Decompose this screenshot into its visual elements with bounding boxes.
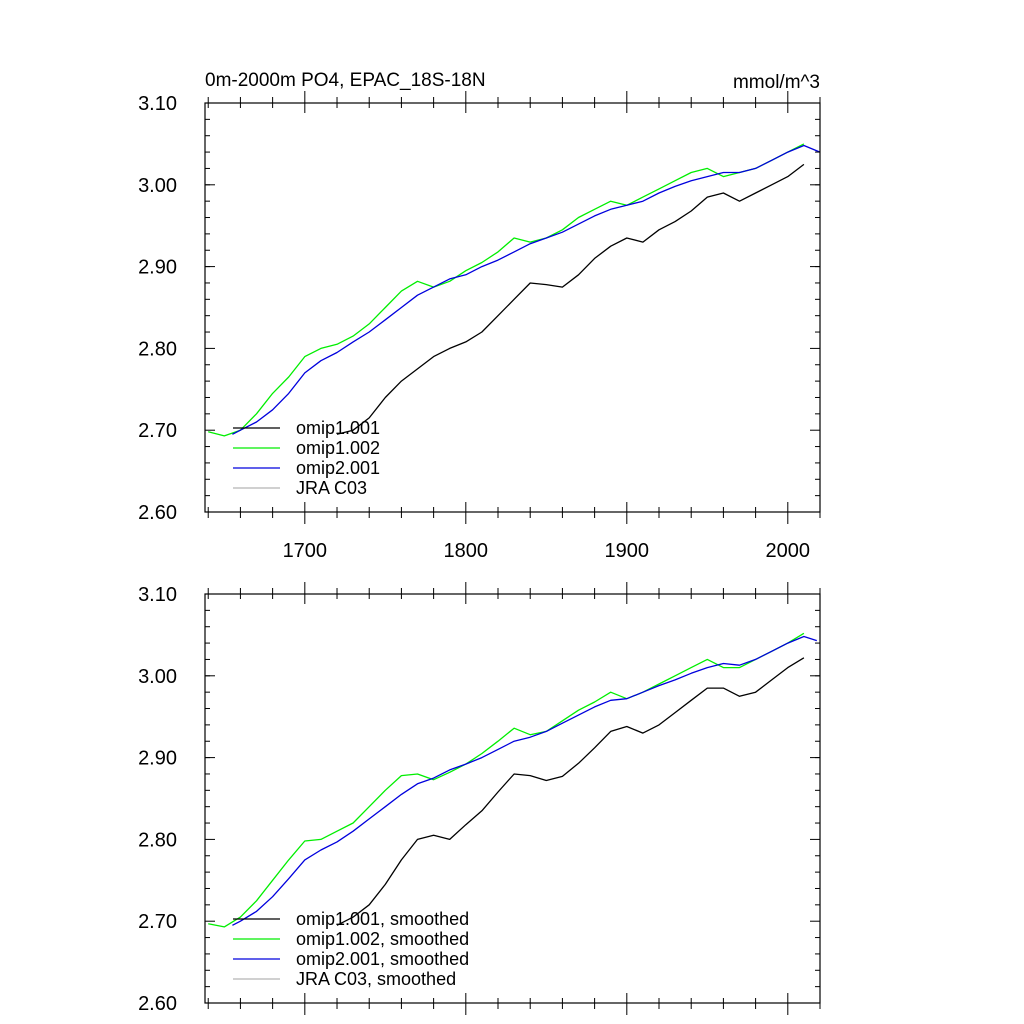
legend-label-omip2_001: omip2.001, smoothed (296, 949, 469, 969)
y-tick-label: 3.00 (138, 666, 177, 688)
chart-title: 0m-2000m PO4, EPAC_18S-18N (205, 70, 486, 91)
legend-label-omip1_001: omip1.001 (296, 418, 380, 438)
legend-label-omip1_001: omip1.001, smoothed (296, 909, 469, 929)
y-tick-label: 2.70 (138, 420, 177, 442)
x-tick-label: 2000 (766, 540, 811, 562)
series-line-omip1_001 (336, 657, 805, 926)
series-line-omip2_001 (232, 144, 821, 435)
legend-label-omip1_002: omip1.002, smoothed (296, 929, 469, 949)
x-tick-label: 1900 (605, 540, 650, 562)
series-line-omip1_001 (336, 163, 805, 435)
units-label: mmol/m^3 (733, 72, 820, 93)
y-tick-label: 3.10 (138, 93, 177, 115)
y-tick-label: 2.90 (138, 257, 177, 279)
legend-label-omip2_001: omip2.001 (296, 458, 380, 478)
plot-frame (204, 102, 821, 513)
series-line-omip1_002 (208, 632, 805, 928)
y-tick-label: 2.80 (138, 829, 177, 851)
panel-smoothed: 2.60 2.70 2.80 2.90 3.00 3.10 omip1.001, smoot… (138, 582, 821, 1015)
y-tick-label: 2.60 (138, 993, 177, 1015)
legend-label-omip1_002: omip1.002 (296, 438, 380, 458)
legend-label-jra_c03: JRA C03 (296, 478, 367, 498)
x-tick-label: 1700 (283, 540, 328, 562)
y-tick-label: 2.60 (138, 502, 177, 524)
y-tick-label: 2.90 (138, 748, 177, 770)
panel-raw: 2.60 2.70 2.80 2.90 3.00 3.10 1700 1800 1900 2000… (138, 91, 821, 562)
y-tick-label: 2.70 (138, 911, 177, 933)
plot-frame (204, 593, 821, 1004)
series-line-omip2_001 (232, 635, 817, 926)
y-tick-label: 3.00 (138, 175, 177, 197)
y-tick-label: 2.80 (138, 338, 177, 360)
series-line-omip1_002 (208, 143, 805, 437)
y-tick-label: 3.10 (138, 584, 177, 606)
legend-label-jra_c03: JRA C03, smoothed (296, 969, 456, 989)
x-tick-label: 1800 (444, 540, 489, 562)
